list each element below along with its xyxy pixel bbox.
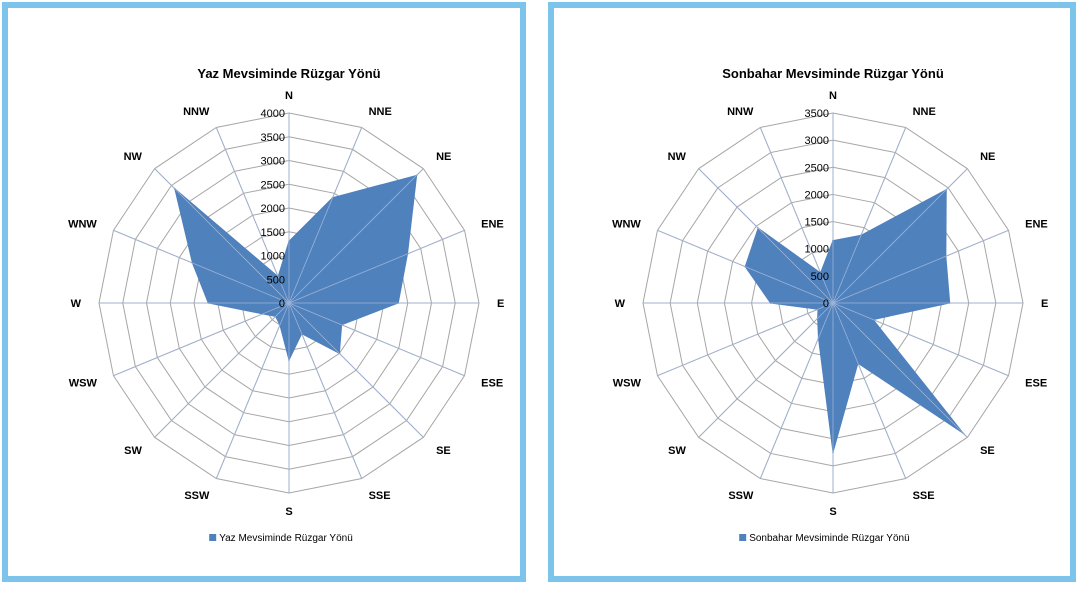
- tick-label: 3500: [805, 108, 829, 120]
- tick-label: 3500: [261, 132, 285, 144]
- tick-label: 4000: [261, 108, 285, 120]
- legend-swatch: [739, 534, 747, 541]
- chart-panel-summer: Yaz Mevsiminde Rüzgar Yönü 0 500 1000 1500 20…: [2, 2, 526, 582]
- axis-spoke-overlay: [657, 229, 834, 304]
- axis-spoke-overlay: [215, 302, 290, 479]
- axis-spoke-overlay: [657, 302, 834, 377]
- direction-label: NNW: [183, 106, 210, 118]
- direction-label: E: [497, 298, 504, 310]
- data-series-area: [173, 174, 418, 362]
- axis-spoke-overlay: [215, 127, 290, 304]
- direction-label: WSW: [69, 378, 98, 390]
- chart-title: Yaz Mevsiminde Rüzgar Yönü: [197, 66, 380, 81]
- axis-spoke-overlay: [288, 127, 363, 304]
- tick-label: 2000: [261, 203, 285, 215]
- tick-label: 1500: [261, 227, 285, 239]
- axis-spoke-overlay: [832, 302, 907, 479]
- direction-label: ESE: [481, 378, 503, 390]
- chart-title: Sonbahar Mevsiminde Rüzgar Yönü: [722, 66, 944, 81]
- axis-spoke-overlay: [698, 168, 834, 304]
- legend-label: Sonbahar Mevsiminde Rüzgar Yönü: [749, 533, 909, 544]
- axis-spoke-overlay: [113, 229, 290, 304]
- direction-label: NNE: [369, 106, 392, 118]
- tick-label: 1500: [805, 217, 829, 229]
- direction-label: SSW: [184, 490, 210, 502]
- direction-label: WSW: [613, 378, 642, 390]
- data-series-area: [744, 188, 964, 453]
- radar-chart-summer: Yaz Mevsiminde Rüzgar Yönü 0 500 1000 1500 20…: [68, 66, 504, 544]
- axis-spoke-overlay: [759, 302, 834, 479]
- legend-label: Yaz Mevsiminde Rüzgar Yönü: [219, 533, 353, 544]
- axis-spoke-overlay: [288, 302, 424, 438]
- tick-label: 1000: [261, 251, 285, 263]
- tick-label: 2000: [805, 189, 829, 201]
- direction-label: ESE: [1025, 378, 1047, 390]
- axis-spoke-overlay: [154, 302, 290, 438]
- tick-label: 3000: [805, 135, 829, 147]
- direction-label: E: [1041, 298, 1048, 310]
- axis-spoke-overlay: [288, 302, 465, 377]
- axis-spoke-overlay: [832, 127, 907, 304]
- axis-spoke-overlay: [113, 302, 290, 377]
- direction-label: SE: [436, 445, 451, 457]
- axis-spoke-overlay: [698, 302, 834, 438]
- tick-label: 500: [267, 274, 285, 286]
- direction-label: W: [71, 298, 82, 310]
- direction-label: WNW: [68, 218, 97, 230]
- tick-label: 0: [279, 298, 285, 310]
- axis-spoke-overlay: [832, 229, 1009, 304]
- direction-label: NNE: [913, 106, 936, 118]
- direction-label: NW: [124, 151, 143, 163]
- tick-label: 2500: [261, 179, 285, 191]
- direction-label: SSE: [913, 490, 935, 502]
- tick-label: 3000: [261, 156, 285, 168]
- axis-spoke-overlay: [288, 229, 465, 304]
- direction-label: NE: [980, 151, 995, 163]
- direction-label: SW: [668, 445, 686, 457]
- direction-label: SW: [124, 445, 142, 457]
- direction-label: NE: [436, 151, 451, 163]
- direction-label: S: [829, 506, 836, 518]
- direction-label: NNW: [727, 106, 754, 118]
- direction-label: N: [829, 90, 837, 102]
- axis-spoke-overlay: [832, 168, 968, 304]
- direction-label: SSW: [728, 490, 754, 502]
- direction-label: SE: [980, 445, 995, 457]
- direction-label: ENE: [481, 218, 504, 230]
- tick-label: 500: [811, 271, 829, 283]
- direction-label: ENE: [1025, 218, 1048, 230]
- direction-label: W: [615, 298, 626, 310]
- direction-label: S: [285, 506, 292, 518]
- axis-spoke-overlay: [288, 302, 363, 479]
- direction-label: NW: [668, 151, 687, 163]
- legend-swatch: [209, 534, 217, 541]
- direction-label: N: [285, 90, 293, 102]
- tick-label: 2500: [805, 162, 829, 174]
- tick-label: 0: [823, 298, 829, 310]
- axis-spoke-overlay: [832, 302, 968, 438]
- radar-chart-autumn: Sonbahar Mevsiminde Rüzgar Yönü 0 500 1000 1…: [612, 66, 1048, 544]
- axis-spoke-overlay: [832, 302, 1009, 377]
- axis-spoke-overlay: [288, 168, 424, 304]
- axis-spoke-overlay: [154, 168, 290, 304]
- axis-spoke-overlay: [759, 127, 834, 304]
- tick-label: 1000: [805, 244, 829, 256]
- direction-label: SSE: [369, 490, 391, 502]
- direction-label: WNW: [612, 218, 641, 230]
- chart-panel-autumn: Sonbahar Mevsiminde Rüzgar Yönü 0 500 1000 1…: [548, 2, 1076, 582]
